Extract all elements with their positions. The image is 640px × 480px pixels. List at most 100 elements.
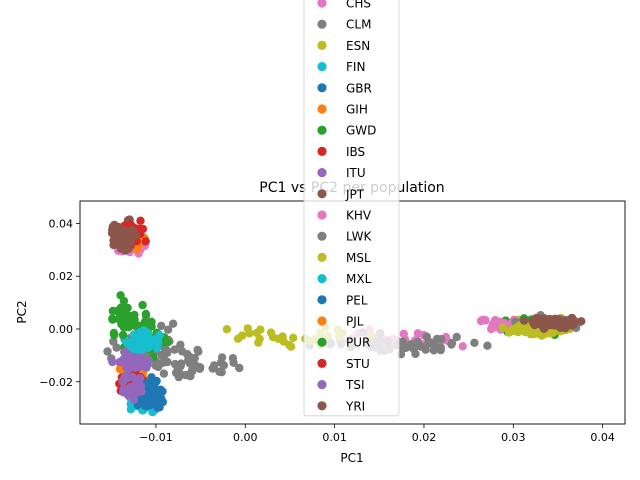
data-point-pel: [153, 390, 162, 399]
data-point-pur: [108, 306, 118, 316]
legend-label-tsi: TSI: [345, 378, 365, 392]
data-point-lwk: [470, 338, 479, 347]
data-point-msl: [243, 324, 252, 333]
data-point-clm: [215, 367, 224, 376]
data-point-gwd: [141, 317, 150, 326]
data-point-tsi: [132, 375, 141, 384]
y-tick-label: −0.02: [39, 376, 73, 389]
data-point-lwk: [421, 345, 430, 354]
data-point-clm: [159, 369, 169, 378]
data-point-msl: [285, 340, 294, 350]
data-point-tsi: [124, 365, 133, 374]
data-point-pel: [158, 397, 167, 407]
legend-label-chs: CHS: [346, 0, 371, 11]
data-point-clm: [163, 357, 172, 367]
data-point-clm: [163, 325, 173, 334]
legend-label-gih: GIH: [346, 103, 368, 117]
data-point-lwk: [422, 332, 431, 341]
data-point-msl: [266, 328, 276, 337]
data-point-tsi: [118, 376, 128, 385]
data-point-msl: [237, 331, 247, 340]
legend-marker-itu: [317, 168, 327, 178]
legend-label-clm: CLM: [346, 18, 371, 32]
y-tick-label: 0.04: [49, 217, 74, 230]
legend-marker-stu: [317, 358, 327, 368]
legend-marker-lwk: [317, 231, 327, 241]
data-point-stu: [136, 216, 145, 225]
y-axis-label: PC2: [15, 300, 29, 323]
data-point-clm: [208, 364, 217, 373]
data-point-gih: [115, 364, 125, 374]
data-point-msl: [526, 330, 535, 339]
data-point-clm: [155, 359, 165, 368]
legend-label-lwk: LWK: [346, 230, 372, 244]
legend-marker-mxl: [317, 274, 327, 284]
legend-label-mxl: MXL: [346, 272, 372, 286]
legend-label-pel: PEL: [346, 293, 368, 307]
data-point-clm: [228, 354, 238, 363]
data-point-yri: [531, 314, 541, 323]
legend-marker-gbr: [317, 83, 327, 93]
data-point-pjl: [132, 244, 141, 254]
legend-marker-pur: [317, 337, 327, 347]
legend-label-gwd: GWD: [346, 124, 376, 138]
legend-label-pur: PUR: [346, 336, 370, 350]
data-point-msl: [546, 329, 555, 338]
data-point-khv: [458, 342, 467, 351]
y-tick-label: 0.02: [49, 270, 74, 283]
legend-label-itu: ITU: [346, 166, 366, 180]
data-point-clm: [168, 319, 178, 328]
data-point-lwk: [483, 341, 492, 350]
data-point-pur: [138, 300, 147, 310]
data-point-msl: [289, 333, 298, 342]
data-point-clm: [103, 347, 112, 356]
x-axis: −0.01 0.00 0.01 0.02 0.03 0.04: [139, 424, 615, 444]
data-point-yri: [541, 317, 550, 326]
legend-marker-yri: [317, 401, 327, 411]
data-point-lwk: [436, 345, 445, 355]
data-point-clm: [157, 321, 166, 331]
data-point-itu: [108, 357, 117, 367]
data-point-yri: [556, 323, 566, 332]
data-point-mxl: [155, 330, 164, 340]
data-point-yri: [519, 316, 529, 325]
legend-marker-clm: [317, 19, 327, 29]
x-tick-label: −0.01: [139, 431, 173, 444]
data-point-yri: [130, 229, 139, 238]
x-tick-label: 0.01: [322, 431, 347, 444]
legend-label-fin: FIN: [346, 60, 365, 74]
legend-marker-gih: [317, 104, 327, 114]
data-point-khv: [413, 329, 423, 338]
x-tick-label: 0.04: [590, 431, 615, 444]
data-point-clm: [176, 340, 185, 349]
data-point-mxl: [132, 345, 142, 354]
legend-marker-khv: [317, 210, 327, 220]
x-tick-label: 0.00: [233, 431, 258, 444]
data-point-yri: [569, 320, 579, 329]
legend-marker-pel: [317, 295, 327, 305]
data-point-tsi: [119, 384, 128, 394]
data-point-clm: [193, 345, 202, 355]
legend-label-ibs: IBS: [346, 145, 365, 159]
data-point-pur: [118, 330, 128, 340]
data-point-khv: [490, 316, 500, 325]
data-point-gwd: [141, 309, 151, 319]
data-point-tsi: [132, 388, 141, 397]
data-point-mxl: [123, 339, 133, 349]
x-axis-label: PC1: [340, 451, 363, 465]
data-point-lwk: [409, 344, 418, 354]
data-point-msl: [222, 325, 232, 334]
data-point-pur: [121, 308, 130, 317]
legend-marker-gwd: [317, 125, 327, 135]
legend-label-msl: MSL: [346, 251, 371, 265]
data-point-itu: [143, 360, 152, 370]
data-point-lwk: [452, 332, 461, 342]
legend-label-esn: ESN: [346, 39, 370, 53]
data-point-msl: [256, 325, 265, 334]
data-point-msl: [512, 325, 521, 334]
data-point-clm: [219, 361, 229, 370]
data-point-mxl: [142, 337, 151, 346]
y-axis: −0.02 0.00 0.02 0.04: [39, 217, 80, 389]
data-point-khv: [490, 323, 499, 332]
